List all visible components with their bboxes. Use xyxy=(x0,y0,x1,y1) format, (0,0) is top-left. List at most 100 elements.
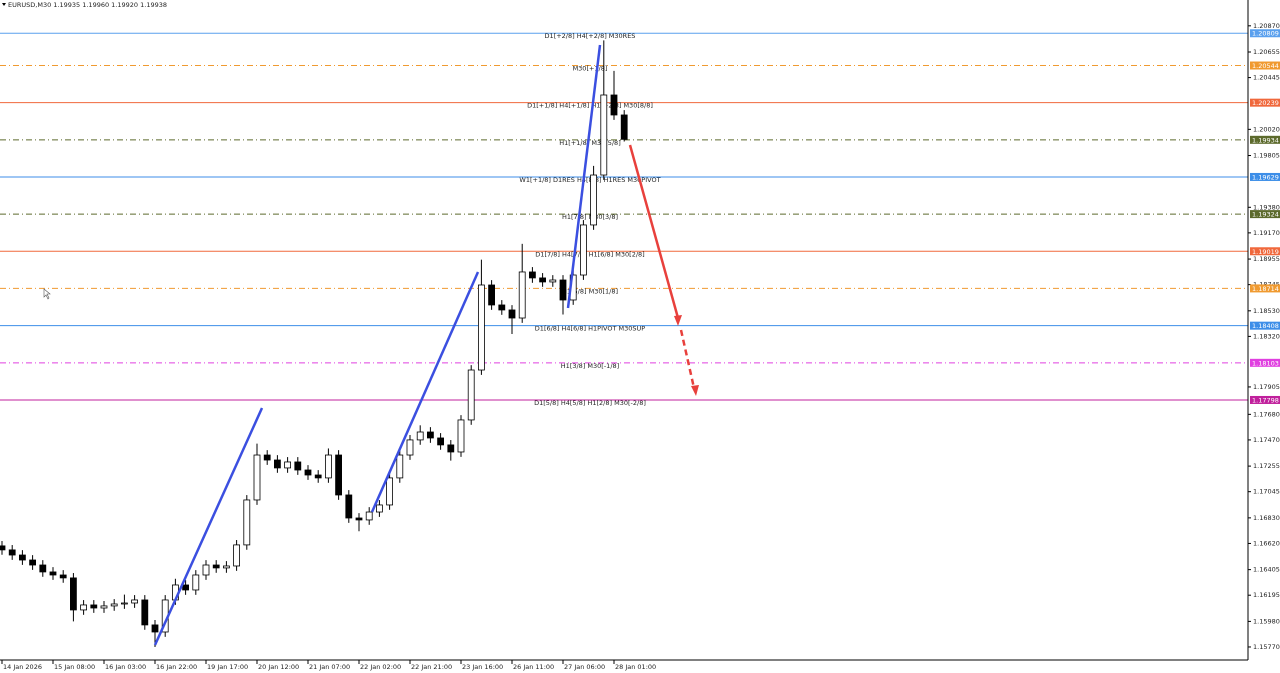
level-tag-text: 1.19324 xyxy=(1252,211,1279,219)
x-tick-label: 16 Jan 03:00 xyxy=(105,663,146,671)
y-tick-label: 1.20020 xyxy=(1253,125,1280,133)
level-tag xyxy=(1250,358,1280,367)
level-tag xyxy=(1250,29,1280,38)
y-tick-label: 1.15980 xyxy=(1253,617,1280,625)
candle-body xyxy=(314,474,322,479)
candle-body xyxy=(488,284,496,306)
y-tick-label: 1.15770 xyxy=(1253,643,1280,651)
axes: 1.20870 1.20655 1.20445 1.20020 1.19805 1.193… xyxy=(1,22,1280,671)
candle-body xyxy=(559,279,567,301)
levels: D1[+2/8] H4[+2/8] M30RES M30[+1/8] D1[+1/8… xyxy=(0,32,1248,407)
drawings xyxy=(43,44,699,646)
candle-body xyxy=(100,605,108,609)
candle-body xyxy=(529,271,536,279)
level-label: H1[+1/8] M30[5/8] xyxy=(559,139,620,147)
candle-body xyxy=(222,565,230,569)
level-tag xyxy=(1250,172,1280,181)
candle-body xyxy=(18,554,26,561)
level-label: D1[+1/8] H4[+1/8] H1[+2/8] M30[8/8] xyxy=(527,102,653,110)
trend-line xyxy=(370,271,480,513)
x-tick-label: 14 Jan 2026 xyxy=(3,663,42,671)
level-tag xyxy=(1250,98,1280,107)
x-tick-label: 26 Jan 11:00 xyxy=(513,663,554,671)
candle-body xyxy=(590,174,597,226)
candle-body xyxy=(620,114,628,140)
y-tick-label: 1.18320 xyxy=(1253,332,1280,340)
y-tick-label: 1.17905 xyxy=(1253,383,1280,391)
y-tick-label: 1.16620 xyxy=(1253,539,1280,547)
y-tick-label: 1.18955 xyxy=(1253,255,1280,263)
level-tag-text: 1.20239 xyxy=(1252,99,1279,107)
candle-body xyxy=(202,564,210,576)
y-tick-label: 1.18530 xyxy=(1253,307,1280,315)
candle-body xyxy=(0,545,6,551)
level-tag xyxy=(1250,61,1280,70)
candle-body xyxy=(304,469,312,476)
candle-body xyxy=(233,544,241,567)
x-tick-label: 21 Jan 07:00 xyxy=(309,663,350,671)
level-tag-text: 1.19019 xyxy=(1252,248,1279,256)
level-label: D1[+2/8] H4[+2/8] M30RES xyxy=(545,32,636,40)
candle-body xyxy=(610,94,618,116)
candle-body xyxy=(243,499,251,546)
x-tick-label: 16 Jan 22:00 xyxy=(156,663,197,671)
level-tag-text: 1.20544 xyxy=(1252,62,1279,70)
x-tick-label: 28 Jan 01:00 xyxy=(615,663,656,671)
candle-body xyxy=(29,559,37,566)
candle-body xyxy=(294,461,302,471)
candle-body xyxy=(600,94,608,176)
level-tag-text: 1.19629 xyxy=(1252,173,1279,181)
trend-line xyxy=(566,44,602,309)
level-label: H1[5/8] M30[1/8] xyxy=(562,287,618,295)
y-tick-label: 1.17045 xyxy=(1253,488,1280,496)
candle-body xyxy=(508,309,516,319)
level-tag xyxy=(1250,395,1280,404)
level-label: D1[5/8] H4[5/8] H1[2/8] M30[-2/8] xyxy=(534,399,646,407)
y-tick-label: 1.17470 xyxy=(1253,436,1280,444)
level-tag xyxy=(1250,135,1280,144)
level-label: D1[7/8] H4[7/8] H1[6/8] M30[2/8] xyxy=(535,250,644,258)
candle-body xyxy=(59,574,67,579)
level-label: W1[+1/8] D1RES H4[8/8] H1RES M30PIVOT xyxy=(519,176,660,184)
level-tag-text: 1.20809 xyxy=(1252,30,1279,38)
candle-body xyxy=(467,369,475,421)
candle-body xyxy=(477,284,485,371)
candle-body xyxy=(396,454,404,479)
y-tick-label: 1.17255 xyxy=(1253,462,1280,470)
candle-body xyxy=(151,624,159,633)
candle-body xyxy=(284,461,292,469)
candle-body xyxy=(539,277,546,283)
candle-body xyxy=(416,431,424,441)
candle-body xyxy=(375,504,383,513)
level-tag-text: 1.17798 xyxy=(1252,396,1279,404)
candle-body xyxy=(386,477,394,506)
level-tag-text: 1.18103 xyxy=(1252,359,1279,367)
y-tick-label: 1.20445 xyxy=(1253,74,1280,82)
x-tick-label: 27 Jan 06:00 xyxy=(564,663,605,671)
x-tick-label: 22 Jan 21:00 xyxy=(411,663,452,671)
x-tick-label: 20 Jan 12:00 xyxy=(258,663,299,671)
mouse-cursor xyxy=(43,288,51,300)
candle-body xyxy=(49,571,57,576)
arrow-head xyxy=(674,315,682,326)
candle-body xyxy=(355,517,363,521)
level-tag xyxy=(1250,321,1280,330)
candle-body xyxy=(518,271,526,319)
candle-body xyxy=(121,602,128,605)
candle-body xyxy=(8,549,16,556)
y-tick-label: 1.19805 xyxy=(1253,152,1280,160)
level-tag xyxy=(1250,210,1280,219)
level-tag xyxy=(1250,247,1280,256)
level-label: H1[7/8] M30[3/8] xyxy=(562,213,618,221)
level-tag-text: 1.18408 xyxy=(1252,322,1279,330)
candle-body xyxy=(447,444,455,453)
y-tick-label: 1.20655 xyxy=(1253,48,1280,56)
candle-body xyxy=(212,564,220,569)
y-tick-label: 1.16195 xyxy=(1253,591,1280,599)
candle-body xyxy=(182,584,190,591)
candle-body xyxy=(39,564,47,573)
candle-body xyxy=(70,577,77,611)
candle-body xyxy=(273,459,281,469)
